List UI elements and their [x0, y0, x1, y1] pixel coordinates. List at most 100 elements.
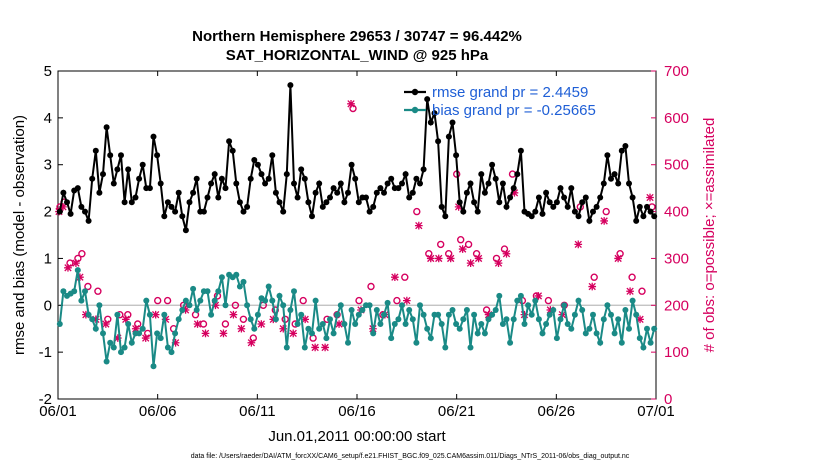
- bias-point: [417, 302, 423, 309]
- bias-point: [190, 285, 197, 292]
- assimilated-obs-point: [636, 315, 644, 324]
- rmse-point: [474, 208, 481, 215]
- rmse-point: [517, 147, 524, 154]
- rmse-point: [471, 199, 478, 206]
- bias-point: [71, 288, 78, 295]
- assimilated-obs-point: [454, 203, 463, 211]
- assimilated-obs-point: [446, 254, 455, 263]
- possible-obs-point: [231, 301, 240, 309]
- bias-point: [348, 307, 355, 313]
- assimilated-obs-point: [600, 217, 609, 225]
- bias-point: [218, 274, 225, 281]
- possible-obs-point: [544, 296, 553, 305]
- x-tick-label: 06/16: [338, 403, 376, 420]
- series-rmse: [56, 82, 658, 234]
- rmse-point: [427, 119, 434, 126]
- possible-obs-point: [94, 287, 102, 295]
- bias-point: [118, 349, 124, 356]
- rmse-point: [568, 185, 575, 192]
- rmse-point: [431, 110, 438, 117]
- bias-point: [409, 316, 416, 323]
- bias-point: [139, 325, 146, 332]
- possible-obs-point: [602, 207, 610, 216]
- bias-point: [438, 321, 445, 327]
- rmse-point: [118, 152, 124, 159]
- possible-obs-point: [628, 273, 636, 281]
- bias-point: [312, 297, 319, 304]
- assimilated-obs-point: [391, 273, 399, 282]
- rmse-point: [236, 199, 243, 206]
- possible-obs-point: [78, 249, 86, 258]
- possible-obs-point: [638, 287, 646, 295]
- bias-point: [593, 330, 600, 337]
- bias-point: [453, 321, 460, 327]
- rmse-point: [60, 189, 67, 196]
- chart-subtitle: SAT_HORIZONTAL_WIND @ 925 hPa: [226, 47, 489, 64]
- rmse-point: [78, 203, 85, 210]
- rmse-point: [89, 175, 96, 182]
- rmse-point: [337, 180, 344, 187]
- rmse-point: [579, 199, 586, 206]
- rmse-point: [478, 171, 485, 178]
- rmse-point: [561, 194, 568, 201]
- rmse-point: [608, 175, 614, 182]
- possible-obs-point: [355, 296, 363, 305]
- rmse-point: [103, 124, 110, 131]
- rmse-point: [161, 213, 168, 220]
- bias-point: [56, 321, 63, 327]
- rmse-point: [582, 194, 589, 201]
- rmse-point: [172, 208, 179, 215]
- bias-point: [532, 297, 539, 304]
- rmse-point: [626, 180, 632, 187]
- rmse-point: [510, 185, 517, 192]
- bias-point: [503, 316, 510, 323]
- bias-point: [121, 344, 128, 351]
- bias-point: [543, 321, 550, 327]
- bias-point: [262, 297, 269, 304]
- rmse-point: [211, 171, 218, 178]
- bias-point: [74, 267, 81, 274]
- possible-obs-point: [84, 282, 92, 291]
- rmse-point: [629, 194, 636, 201]
- bias-point: [233, 271, 240, 278]
- rmse-point: [355, 199, 362, 206]
- legend: rmse grand pr = 2.4459 bias grand pr = -…: [404, 84, 596, 119]
- bias-point: [60, 288, 67, 295]
- x-tick-label: 06/21: [438, 403, 476, 420]
- assimilated-obs-point: [181, 306, 190, 314]
- rmse-point: [352, 175, 359, 182]
- bias-point: [114, 311, 121, 318]
- assimilated-obs-point: [113, 334, 122, 342]
- y-tick-label-left: 3: [44, 157, 52, 174]
- rmse-point: [276, 199, 283, 206]
- bias-point: [510, 316, 517, 323]
- rmse-point: [64, 199, 70, 206]
- bias-point: [539, 330, 546, 337]
- y-tick-label-left: 2: [44, 204, 52, 221]
- assimilated-obs-point: [64, 263, 72, 272]
- y-tick-label-left: -1: [39, 344, 52, 361]
- bias-point: [154, 330, 161, 337]
- plot-area: [57, 70, 657, 400]
- y-tick-label-left: 4: [44, 110, 52, 127]
- assimilated-obs-point: [614, 254, 622, 263]
- bias-point: [651, 325, 658, 332]
- rmse-point: [110, 180, 117, 187]
- rmse-point: [186, 199, 193, 206]
- y-tick-label-right: 300: [664, 250, 689, 267]
- bias-point: [341, 321, 348, 327]
- rmse-point: [395, 185, 402, 192]
- y-tick-label-left: 1: [44, 250, 52, 267]
- bias-point: [615, 316, 622, 323]
- rmse-point: [384, 180, 391, 187]
- bias-point: [168, 349, 175, 356]
- assimilated-obs-point: [402, 296, 411, 305]
- rmse-point: [348, 161, 355, 168]
- bias-point: [381, 311, 387, 318]
- assimilated-obs-point: [588, 282, 597, 291]
- rmse-point: [571, 208, 578, 215]
- rmse-point: [100, 171, 106, 178]
- bias-point: [182, 297, 189, 304]
- rmse-point: [298, 166, 305, 173]
